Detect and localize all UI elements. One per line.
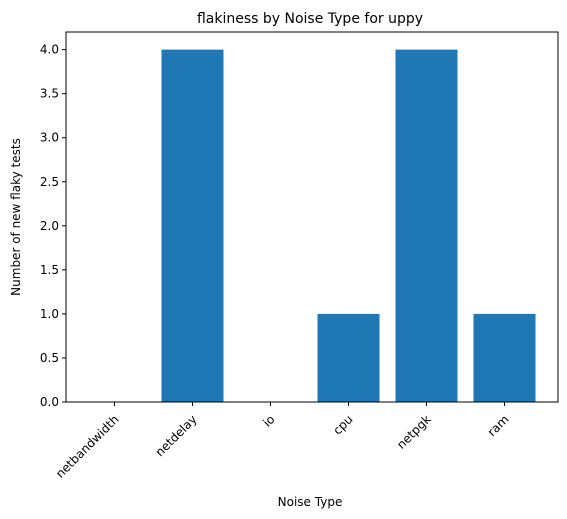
y-axis-ticks: 0.0 0.5 1.0 1.5 2.0 2.5 3.0 3.5 4.0 [40,43,66,409]
y-tick-label: 1.0 [40,307,59,321]
y-tick-label: 4.0 [40,43,59,57]
x-tick-label: ram [485,412,512,439]
y-tick-label: 1.5 [40,263,59,277]
plot-frame [65,31,559,403]
y-tick-label: 0.5 [40,351,59,365]
x-tick-label: netdelay [153,412,200,459]
bar-netdelay [161,49,224,402]
x-tick-label: io [260,412,277,429]
bar-ram [473,313,536,402]
y-axis-label: Number of new flaky tests [9,138,23,296]
y-tick-label: 2.5 [40,175,59,189]
x-tick-label: cpu [330,412,355,437]
chart-title: flakiness by Noise Type for uppy [197,11,423,27]
bars-group [161,49,536,402]
x-tick-label: netpgk [394,412,434,452]
x-axis-ticks: netbandwidth netdelay io cpu netpgk ram [53,402,512,481]
x-tick-label: netbandwidth [53,412,122,481]
y-tick-label: 2.0 [40,219,59,233]
bar-netpgk [395,49,458,402]
bar-cpu [317,313,380,402]
x-axis-label: Noise Type [278,495,343,509]
y-tick-label: 3.0 [40,131,59,145]
y-tick-label: 0.0 [40,395,59,409]
y-tick-label: 3.5 [40,87,59,101]
